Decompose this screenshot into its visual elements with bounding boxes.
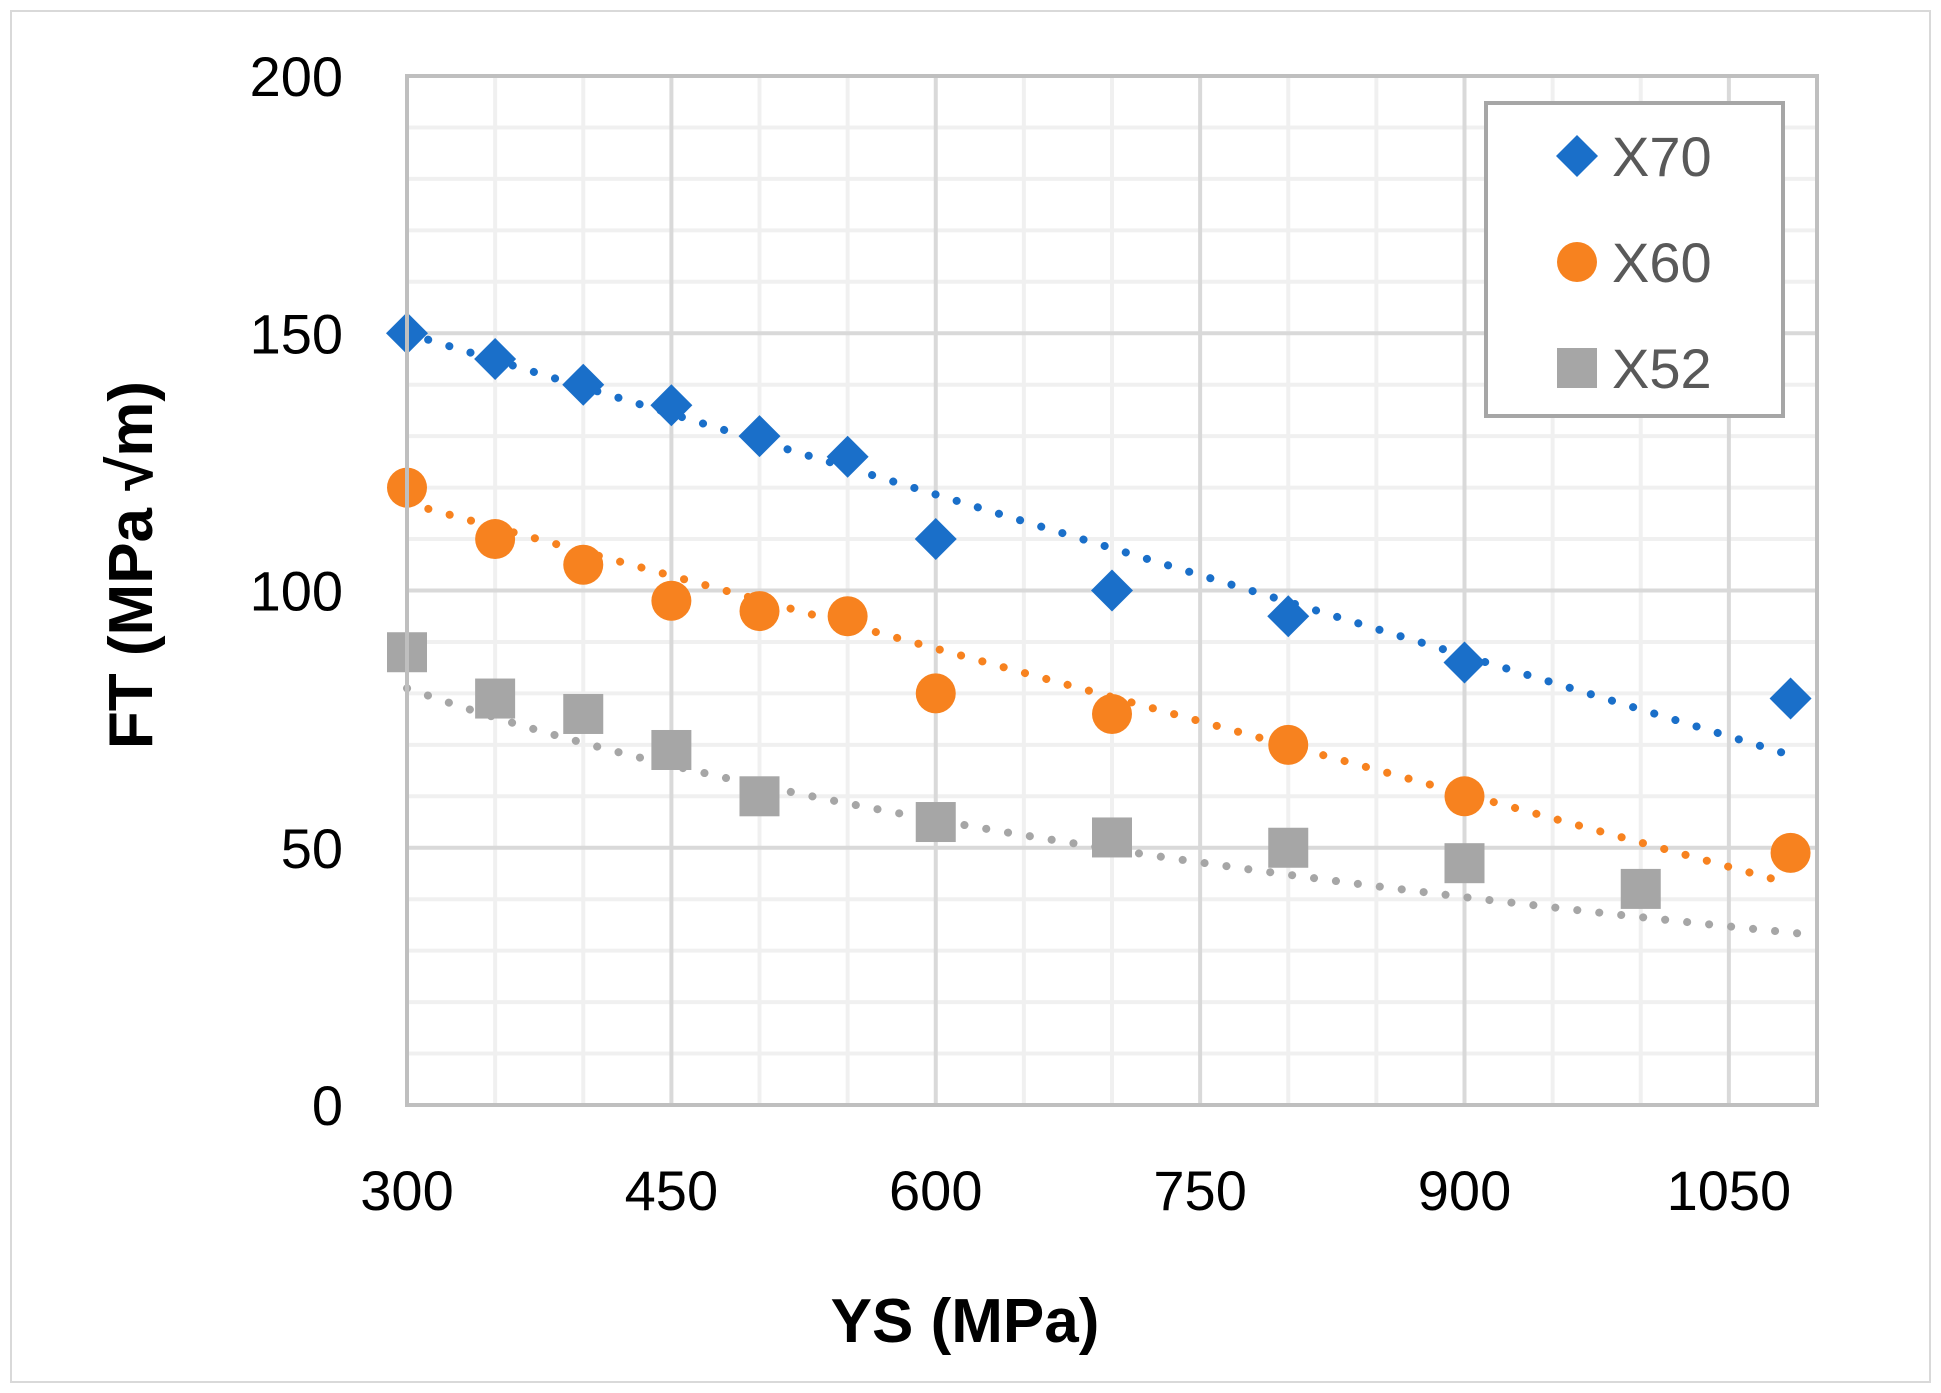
legend-box <box>1484 101 1785 418</box>
data-point-x60 <box>827 596 868 637</box>
y-axis-title: FT (MPa √m) <box>97 381 166 749</box>
data-point-x52 <box>651 729 692 770</box>
data-point-x70 <box>738 415 781 458</box>
data-point-x60 <box>1092 693 1132 734</box>
data-point-x70 <box>1769 677 1812 720</box>
legend-label-x60: X60 <box>1612 231 1712 294</box>
data-point-x70 <box>562 363 605 406</box>
data-point-x52 <box>563 693 604 734</box>
x-tick-labels: 300 450 600 750 900 1050 <box>360 1159 1791 1222</box>
legend-marker-x60 <box>1557 242 1597 282</box>
trendlines <box>403 329 1821 940</box>
data-point-x70 <box>1267 595 1310 638</box>
legend-marker-x70 <box>1556 135 1598 177</box>
x-tick-label: 1050 <box>1667 1159 1792 1222</box>
x-tick-label: 900 <box>1418 1159 1511 1222</box>
y-tick-label: 100 <box>250 560 343 623</box>
data-point-x70 <box>914 518 957 561</box>
data-point-x60 <box>1268 724 1309 765</box>
data-point-x52 <box>739 776 780 817</box>
data-markers <box>386 312 1812 909</box>
data-point-x60 <box>1770 832 1811 873</box>
data-point-x70 <box>650 384 693 427</box>
data-point-x52 <box>1620 868 1661 909</box>
data-point-x60 <box>651 580 692 621</box>
data-point-x70 <box>474 337 517 380</box>
data-point-x70 <box>1091 569 1133 612</box>
data-point-x60 <box>563 544 604 585</box>
x-tick-label: 450 <box>625 1159 718 1222</box>
y-tick-label: 0 <box>312 1074 343 1137</box>
y-tick-labels: 0 50 100 150 200 <box>250 45 343 1137</box>
trendline-x60 <box>403 499 1795 888</box>
y-tick-label: 200 <box>250 45 343 108</box>
legend[interactable]: X70 X60 X52 <box>1484 101 1785 418</box>
y-tick-label: 50 <box>281 817 343 880</box>
data-point-x60 <box>915 673 956 714</box>
plot-area-border <box>405 74 1819 1107</box>
data-point-x52 <box>915 802 956 843</box>
data-point-x52 <box>1092 817 1132 858</box>
legend-label-x52: X52 <box>1612 337 1712 400</box>
data-point-x60 <box>475 519 516 560</box>
legend-marker-x52 <box>1557 348 1597 388</box>
data-point-x52 <box>475 678 516 719</box>
data-point-x70 <box>1443 641 1486 684</box>
data-point-x60 <box>739 591 780 632</box>
data-point-x70 <box>826 435 869 478</box>
x-tick-label: 300 <box>360 1159 453 1222</box>
trendline-x52 <box>403 684 1821 940</box>
data-point-x52 <box>1444 843 1485 884</box>
y-tick-label: 150 <box>250 302 343 365</box>
x-tick-label: 600 <box>889 1159 982 1222</box>
chart-frame <box>10 10 1931 1383</box>
x-axis-title: YS (MPa) <box>831 1287 1100 1356</box>
data-point-x60 <box>1444 776 1485 817</box>
legend-label-x70: X70 <box>1612 125 1712 188</box>
data-point-x52 <box>1268 827 1309 868</box>
trendline-x70 <box>403 329 1795 760</box>
x-tick-label: 750 <box>1153 1159 1246 1222</box>
